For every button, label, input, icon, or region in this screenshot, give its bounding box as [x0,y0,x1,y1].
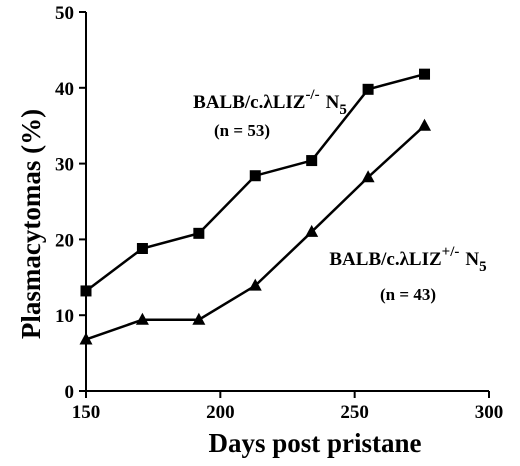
series-2-point [418,118,432,131]
annotation-series-2-count: (n = 43) [380,285,436,304]
y-tick-label: 50 [55,3,74,24]
series-1-point [249,170,261,182]
series-2-point [248,278,262,291]
series-1-point [306,155,318,167]
x-axis-title: Days post pristane [208,428,421,458]
y-axis-title: Plasmacytomas (%) [16,109,46,339]
series-1-point [419,68,431,80]
annotation-series-2-genotype: +/- [442,244,460,260]
series-2-point [361,170,375,183]
series-2-point [135,312,149,325]
series-2-line [85,124,426,341]
annotation-series-1-count: (n = 53) [214,121,270,140]
annotation-series-1-strain: BALB/c.λLIZ [193,92,305,113]
y-tick-label: 20 [55,230,74,251]
x-tick-label: 300 [475,402,504,423]
series-1-point [362,83,374,95]
annotation-series-2-gen: N [465,249,479,270]
x-tick-label: 200 [206,402,235,423]
y-tick-label: 10 [55,306,74,327]
series-2-point [192,312,206,325]
annotation-series-2-strain: BALB/c.λLIZ [329,249,441,270]
annotation-series-1-gen: N [326,92,340,113]
annotation-series-2-gen-sub: 5 [479,259,487,275]
y-tick-label: 0 [65,382,75,403]
series-1-point [193,227,205,239]
series-2-point [305,224,319,237]
series-1-point [136,242,148,254]
annotation-series-2-label: BALB/c.λLIZ+/- N5 [329,244,486,275]
series-layer [79,68,432,345]
x-tick-label: 250 [340,402,369,423]
axes: 150 200 250 300 0 10 20 30 40 50 [55,3,503,423]
y-tick-label: 40 [55,79,74,100]
annotation-series-1-label: BALB/c.λLIZ-/- N5 [193,87,347,118]
x-tick-label: 150 [72,402,101,423]
annotation-series-1-genotype: -/- [305,87,319,103]
y-tick-label: 30 [55,155,74,176]
series-1-point [80,285,92,297]
series-2-point [79,332,93,345]
annotation-series-1-gen-sub: 5 [339,102,347,118]
